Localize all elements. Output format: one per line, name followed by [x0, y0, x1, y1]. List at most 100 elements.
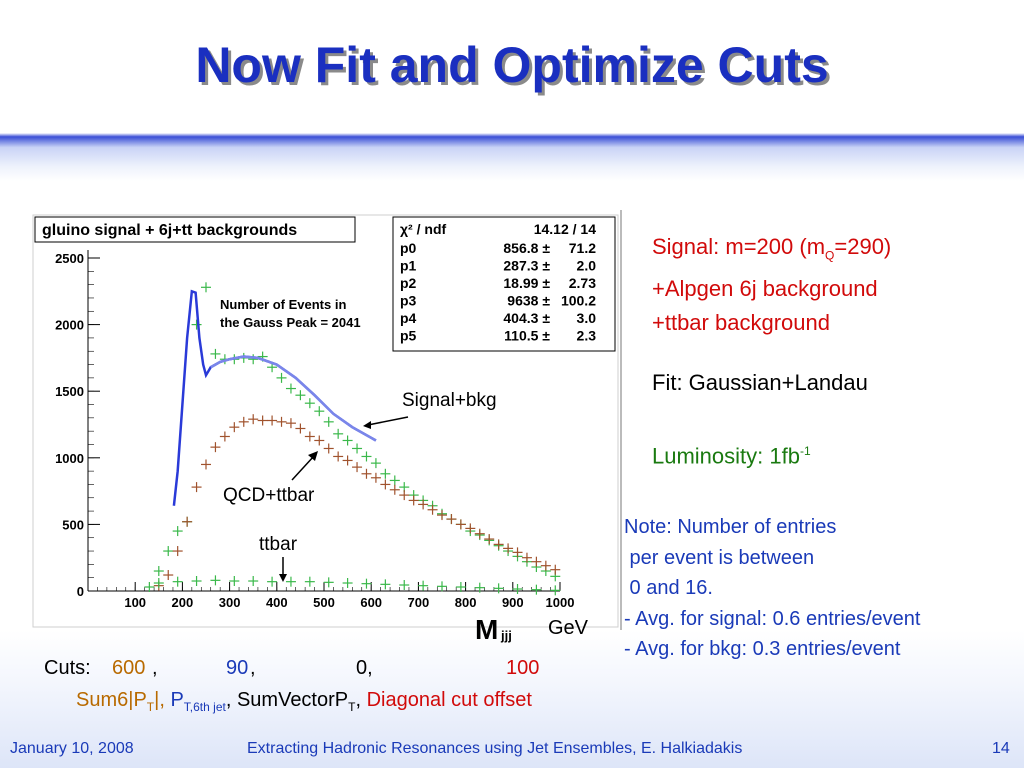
- data-point-1: [455, 519, 466, 530]
- y-tick-label: 2500: [55, 251, 84, 266]
- stats-param-value: 9638 ±: [507, 293, 550, 309]
- arrow-signal-head: [363, 421, 371, 429]
- data-point-2: [550, 585, 561, 596]
- data-point-0: [285, 383, 296, 394]
- data-point-1: [503, 543, 514, 554]
- data-point-1: [238, 416, 249, 427]
- data-point-1: [333, 451, 344, 462]
- data-point-2: [512, 584, 523, 595]
- data-point-1: [380, 479, 391, 490]
- label-qcd: QCD+ttbar: [223, 485, 315, 506]
- data-point-2: [210, 575, 221, 586]
- label-signal: Signal+bkg: [402, 390, 497, 411]
- y-tick-label: 0: [77, 584, 84, 599]
- data-point-0: [380, 468, 391, 479]
- stats-param-value: 18.99 ±: [503, 275, 550, 291]
- label-ttbar: ttbar: [259, 534, 298, 555]
- data-point-0: [370, 458, 381, 469]
- data-point-1: [323, 443, 334, 454]
- x-tick-label: 600: [360, 595, 382, 610]
- chart-title: gluino signal + 6j+tt backgrounds: [42, 222, 297, 239]
- data-point-1: [229, 422, 240, 433]
- data-point-2: [285, 576, 296, 587]
- data-point-0: [201, 282, 211, 293]
- cuts-values: Cuts: 600, 90, 0, 100: [44, 657, 540, 679]
- data-point-1: [361, 468, 372, 479]
- x-tick-label: 900: [502, 595, 524, 610]
- data-point-2: [361, 578, 372, 589]
- stats-param-error: 3.0: [577, 310, 597, 326]
- y-tick-label: 500: [62, 517, 84, 532]
- data-point-2: [474, 582, 485, 593]
- stats-param-value: 856.8 ±: [503, 240, 550, 256]
- x-tick-label: 800: [455, 595, 477, 610]
- data-point-0: [210, 348, 221, 359]
- chart-title-box: [34, 216, 356, 243]
- data-point-1: [389, 484, 400, 495]
- x-tick-label: 100: [124, 595, 146, 610]
- stats-param-error: 100.2: [561, 293, 596, 309]
- x-tick-label: 400: [266, 595, 288, 610]
- data-point-1: [276, 416, 287, 427]
- page-number: 14: [992, 740, 1010, 757]
- data-point-2: [437, 581, 447, 592]
- stats-param-error: 2.0: [577, 258, 597, 274]
- data-point-0: [172, 526, 183, 537]
- entries-note: Note: Number of entries per event is bet…: [624, 516, 921, 660]
- data-point-0: [163, 546, 174, 557]
- data-point-2: [380, 579, 391, 590]
- stats-param-error: 2.3: [577, 328, 597, 344]
- data-point-2: [267, 576, 278, 587]
- data-point-0: [144, 582, 155, 593]
- peak-annotation-1: Number of Events in: [220, 297, 346, 312]
- data-marks: [144, 282, 561, 596]
- stats-box: [392, 216, 616, 352]
- data-point-0: [248, 354, 259, 365]
- data-point-1: [248, 414, 259, 425]
- stats-param-name: p4: [400, 310, 417, 326]
- data-point-1: [521, 552, 532, 563]
- data-point-2: [418, 580, 429, 591]
- data-point-1: [446, 514, 457, 525]
- data-point-0: [295, 390, 306, 401]
- histogram-chart: gluino signal + 6j+tt backgrounds 100 200…: [32, 214, 619, 628]
- data-point-2: [323, 577, 334, 588]
- background-fit-curve: [210, 355, 377, 442]
- data-point-1: [540, 560, 551, 571]
- data-point-0: [323, 416, 334, 427]
- data-point-1: [408, 495, 419, 506]
- footer-date: January 10, 2008: [10, 740, 134, 757]
- data-point-1: [399, 490, 410, 501]
- data-point-1: [257, 415, 268, 426]
- data-point-2: [399, 580, 410, 591]
- data-point-2: [248, 576, 259, 587]
- data-point-2: [493, 583, 504, 594]
- data-point-0: [153, 566, 164, 577]
- data-point-1: [163, 570, 174, 581]
- stats-rows: χ² / ndf 14.12 / 14 p0 856.8 ± 71.2 p1 287.3 ±…: [400, 221, 596, 344]
- x-tick-label: 1000: [546, 595, 575, 610]
- y-tick-label: 2000: [55, 318, 84, 333]
- arrow-qcd-head: [308, 451, 318, 461]
- data-point-0: [352, 443, 363, 454]
- stats-param-name: p2: [400, 275, 417, 291]
- stats-header-label: χ² / ndf: [400, 221, 446, 237]
- data-point-2: [229, 576, 240, 587]
- x-tick-label: 700: [408, 595, 430, 610]
- x-tick-label: 300: [219, 595, 241, 610]
- data-point-1: [484, 534, 495, 545]
- peak-annotation-2: the Gauss Peak = 2041: [220, 315, 361, 330]
- luminosity: Luminosity: 1fb-1: [652, 443, 811, 469]
- data-point-0: [314, 406, 325, 417]
- stats-param-value: 110.5 ±: [504, 328, 550, 344]
- y-tick-label: 1000: [55, 451, 84, 466]
- x-axis-unit-sub: jjj: [501, 628, 512, 643]
- fit-description: Fit: Gaussian+Landau: [652, 370, 868, 395]
- bottom-gradient: [0, 630, 1024, 768]
- data-point-1: [437, 510, 447, 521]
- data-point-2: [172, 576, 183, 587]
- data-point-1: [465, 523, 476, 534]
- y-tick-label: 1500: [55, 384, 84, 399]
- stats-param-error: 2.73: [569, 275, 596, 291]
- data-point-0: [304, 398, 315, 409]
